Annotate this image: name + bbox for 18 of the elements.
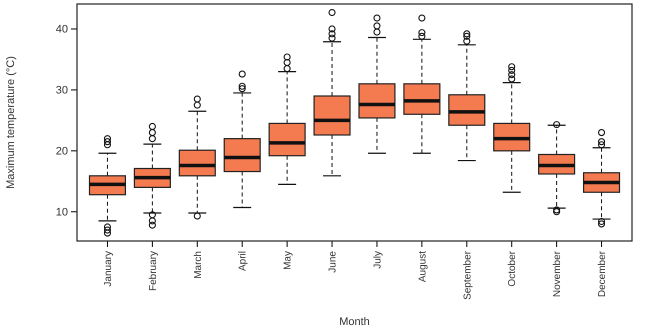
x-tick-label: July bbox=[372, 251, 384, 269]
y-axis-title: Maximum temperature (°C) bbox=[5, 56, 17, 189]
x-tick-label: February bbox=[148, 251, 159, 292]
x-tick-label: October bbox=[507, 250, 518, 287]
y-tick-label: 30 bbox=[56, 84, 68, 96]
x-tick-label: January bbox=[102, 251, 114, 287]
x-axis-title: Month bbox=[339, 316, 370, 328]
x-tick-label: May bbox=[282, 251, 294, 270]
x-tick-label: September bbox=[462, 250, 474, 300]
x-tick-label: June bbox=[328, 250, 339, 273]
x-tick-label: March bbox=[192, 251, 204, 279]
y-tick-label: 10 bbox=[56, 206, 68, 218]
x-tick-label: December bbox=[597, 250, 608, 298]
x-tick-label: April bbox=[238, 251, 249, 272]
x-tick-label: November bbox=[552, 250, 564, 298]
x-tick-label: August bbox=[417, 250, 428, 282]
y-tick-label: 20 bbox=[56, 145, 68, 158]
y-tick-label: 40 bbox=[56, 24, 68, 36]
